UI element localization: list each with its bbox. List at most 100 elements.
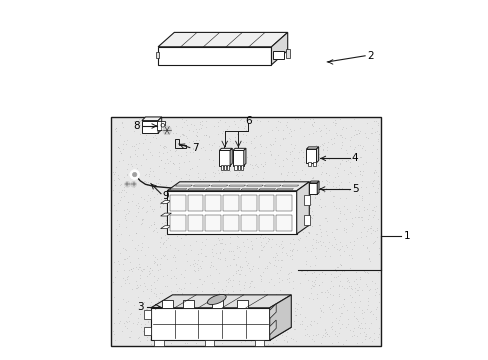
Point: [355, 322, 363, 328]
Point: [309, 284, 317, 289]
Point: [242, 258, 250, 264]
Point: [144, 179, 152, 185]
Point: [132, 230, 140, 236]
Bar: [232, 150, 244, 166]
Point: [358, 307, 366, 312]
Point: [195, 178, 203, 184]
Point: [237, 219, 245, 225]
Point: [348, 328, 356, 334]
Point: [285, 270, 292, 276]
Point: [306, 290, 314, 296]
Point: [150, 206, 158, 212]
Point: [322, 331, 330, 337]
Point: [358, 288, 366, 293]
Point: [162, 182, 169, 188]
Point: [137, 267, 145, 273]
Point: [143, 286, 151, 292]
Point: [346, 123, 354, 129]
Point: [246, 338, 254, 344]
Point: [163, 221, 171, 227]
Point: [230, 118, 238, 123]
Point: [163, 294, 170, 300]
Point: [226, 216, 234, 222]
Point: [264, 203, 272, 208]
Point: [176, 182, 183, 188]
Point: [352, 235, 360, 240]
Point: [335, 218, 343, 224]
Point: [361, 333, 368, 338]
Point: [375, 245, 383, 251]
Point: [146, 168, 154, 174]
Point: [159, 190, 167, 195]
Point: [194, 230, 202, 236]
Point: [276, 226, 284, 232]
Point: [233, 157, 241, 163]
Point: [205, 134, 213, 140]
Point: [373, 216, 381, 221]
Point: [225, 277, 233, 283]
Point: [310, 195, 318, 201]
Point: [247, 279, 255, 284]
Polygon shape: [276, 189, 293, 190]
Point: [158, 201, 166, 207]
Point: [364, 226, 371, 232]
Point: [323, 294, 331, 300]
Point: [223, 126, 231, 132]
Point: [271, 157, 279, 162]
Point: [196, 176, 203, 182]
Point: [165, 158, 173, 164]
Point: [321, 153, 328, 158]
Point: [147, 288, 155, 293]
Point: [188, 214, 196, 220]
Point: [172, 282, 180, 287]
Point: [210, 293, 218, 298]
Point: [224, 290, 232, 296]
Point: [123, 199, 131, 205]
Point: [333, 165, 341, 171]
Point: [327, 271, 335, 277]
Point: [165, 170, 173, 176]
Point: [284, 131, 292, 136]
Point: [340, 227, 347, 233]
Point: [194, 214, 202, 220]
Point: [206, 148, 214, 153]
Point: [131, 151, 139, 157]
Point: [223, 309, 230, 315]
Point: [338, 124, 346, 130]
Point: [324, 304, 332, 310]
Point: [258, 228, 265, 234]
Point: [260, 243, 268, 249]
Point: [318, 161, 326, 166]
Point: [366, 308, 374, 314]
Point: [135, 264, 142, 270]
Point: [240, 118, 247, 124]
Point: [148, 208, 156, 213]
Point: [345, 187, 352, 193]
Point: [288, 256, 296, 262]
Point: [250, 306, 258, 312]
Point: [206, 264, 214, 270]
Point: [157, 196, 165, 202]
Point: [269, 200, 277, 206]
Point: [308, 176, 316, 181]
Point: [311, 245, 319, 251]
Point: [150, 273, 158, 279]
Point: [250, 153, 258, 158]
Point: [235, 287, 243, 293]
Point: [189, 149, 197, 155]
Point: [155, 203, 163, 209]
Point: [283, 329, 290, 335]
Point: [198, 294, 205, 300]
Point: [288, 285, 296, 291]
Point: [187, 298, 195, 304]
Point: [320, 203, 328, 209]
Point: [123, 181, 131, 187]
Point: [146, 265, 154, 271]
Point: [244, 180, 251, 185]
Point: [283, 276, 290, 282]
Point: [122, 224, 130, 229]
Point: [248, 246, 256, 252]
Point: [197, 125, 204, 131]
Point: [298, 268, 305, 274]
Point: [186, 262, 194, 268]
